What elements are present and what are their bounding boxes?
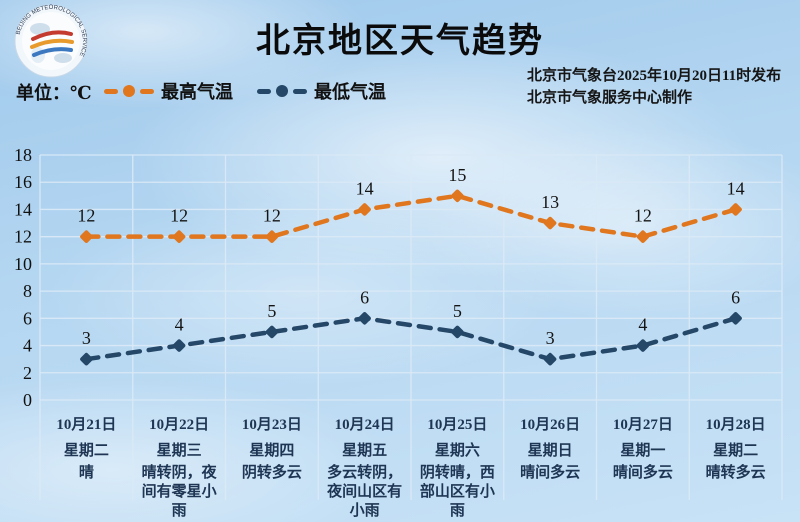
max-temp-value-label: 13 (541, 192, 559, 212)
legend-label-min-temp: 最低气温 (314, 82, 386, 102)
publish-line-1: 北京市气象台2025年10月20日11时发布 (527, 68, 782, 84)
date-label: 10月27日 (612, 417, 673, 433)
max-temp-line (84, 193, 738, 239)
min-temp-point (451, 325, 464, 339)
y-axis-tick-label: 0 (23, 390, 32, 410)
max-temp-point (358, 203, 371, 216)
min-temp-point (636, 339, 650, 352)
max-temp-line-icon (104, 85, 154, 97)
date-label: 10月21日 (56, 417, 117, 433)
y-axis-tick-label: 10 (14, 254, 32, 274)
min-temp-point (729, 312, 742, 325)
weekday-label: 星期一 (620, 443, 666, 459)
weather-label: 晴转多云 (705, 465, 766, 481)
min-temp-line-icon (257, 85, 307, 97)
min-temp-value-label: 5 (267, 301, 276, 321)
chart-legend: 最高气温 最低气温 (104, 78, 386, 104)
min-temp-value-label: 6 (731, 287, 740, 307)
min-temp-line (84, 316, 738, 362)
max-temp-value-label: 12 (263, 206, 281, 226)
date-label: 10月24日 (334, 417, 395, 433)
legend-item-max-temp: 最高气温 (104, 78, 233, 104)
day-column: 10月24日 星期五多云转阴，夜间山区有小雨 (318, 407, 411, 521)
day-column: 10月23日 星期四阴转多云 (226, 407, 319, 521)
date-label: 10月26日 (520, 417, 581, 433)
date-label: 10月28日 (705, 417, 766, 433)
y-axis-tick-label: 16 (14, 172, 32, 192)
y-axis-tick-label: 6 (23, 308, 32, 328)
y-axis-tick-label: 12 (14, 227, 32, 247)
legend-item-min-temp: 最低气温 (257, 78, 386, 104)
max-temp-point (80, 230, 93, 243)
date-label: 10月25日 (427, 417, 488, 433)
weather-label: 晴 (78, 465, 94, 481)
logo-blue-swoosh (32, 47, 73, 57)
min-temp-value-label: 4 (175, 315, 184, 335)
weekday-label: 星期四 (249, 443, 295, 459)
weekday-label: 星期二 (63, 443, 109, 459)
weekday-label: 星期二 (713, 443, 759, 459)
day-column: 10月25日 星期六阴转晴，西部山区有小雨 (411, 407, 504, 521)
cloud-shape (30, 23, 50, 35)
x-axis-day-labels: 10月21日 星期二晴 10月22日 星期三 晴转阴，夜间有零星小雨 10月23日 星期四阴… (40, 407, 782, 521)
min-temp-value-label: 6 (360, 287, 369, 307)
max-temp-value-label: 14 (727, 178, 745, 198)
weather-label: 阴转晴，西部山区有小雨 (419, 465, 495, 519)
publish-line-2: 北京市气象服务中心制作 (527, 90, 693, 106)
min-temp-value-label: 3 (546, 328, 555, 348)
min-temp-point (265, 325, 279, 339)
unit-label: 单位：℃ (16, 83, 92, 103)
day-column: 10月27日 星期一晴间多云 (597, 407, 690, 521)
y-axis-tick-label: 18 (14, 145, 32, 165)
weather-label: 晴间多云 (612, 465, 673, 481)
cloud-shape (54, 53, 72, 63)
publish-info: 北京市气象台2025年10月20日11时发布 北京市气象服务中心制作 (527, 65, 781, 109)
max-temp-point (543, 216, 557, 230)
max-temp-value-label: 15 (448, 165, 466, 185)
weather-label: 晴转阴，夜间有零星小雨 (141, 465, 217, 519)
y-axis-tick-label: 4 (23, 336, 32, 356)
min-temp-value-label: 3 (82, 328, 91, 348)
day-column: 10月28日 星期二晴转多云 (689, 407, 782, 521)
y-axis-tick-label: 2 (23, 363, 32, 383)
weather-label: 阴转多云 (241, 465, 302, 481)
min-temp-point (543, 352, 557, 366)
min-temp-value-label: 4 (638, 315, 647, 335)
logo-orange-swoosh (30, 38, 74, 49)
min-temp-point (80, 352, 93, 366)
logo-red-swoosh (31, 30, 73, 41)
min-temp-point (358, 312, 371, 325)
min-temp-value-label: 5 (453, 301, 462, 321)
min-temp-point (172, 339, 186, 352)
date-label: 10月23日 (241, 417, 302, 433)
legend-label-max-temp: 最高气温 (161, 82, 233, 102)
beijing-meteorological-service-logo: BEIJING METEOROLOGICAL SERVICE (14, 4, 88, 78)
weekday-label: 星期五 (342, 443, 388, 459)
weather-label: 晴间多云 (520, 465, 581, 481)
date-label: 10月22日 (149, 417, 210, 433)
day-column: 10月22日 星期三晴转阴，夜间有零星小雨 (133, 407, 226, 521)
y-axis-tick-label: 8 (23, 281, 32, 301)
weekday-label: 星期日 (527, 443, 573, 459)
page-title: 北京地区天气趋势 (256, 23, 544, 60)
weekday-label: 星期三 (156, 443, 202, 459)
max-temp-point (636, 230, 650, 243)
max-temp-value-label: 14 (356, 178, 374, 198)
max-temp-value-label: 12 (170, 206, 188, 226)
day-column: 10月26日 星期日晴间多云 (504, 407, 597, 521)
max-temp-point (265, 230, 279, 243)
max-temp-point (729, 203, 742, 216)
max-temp-point (451, 189, 464, 203)
day-column: 10月21日 星期二晴 (40, 407, 133, 521)
max-temp-point (172, 230, 186, 243)
max-temp-value-label: 12 (634, 206, 652, 226)
y-axis-tick-label: 14 (14, 199, 32, 219)
weather-label: 多云转阴，夜间山区有小雨 (327, 465, 403, 519)
max-temp-value-label: 12 (77, 206, 95, 226)
weekday-label: 星期六 (434, 443, 480, 459)
